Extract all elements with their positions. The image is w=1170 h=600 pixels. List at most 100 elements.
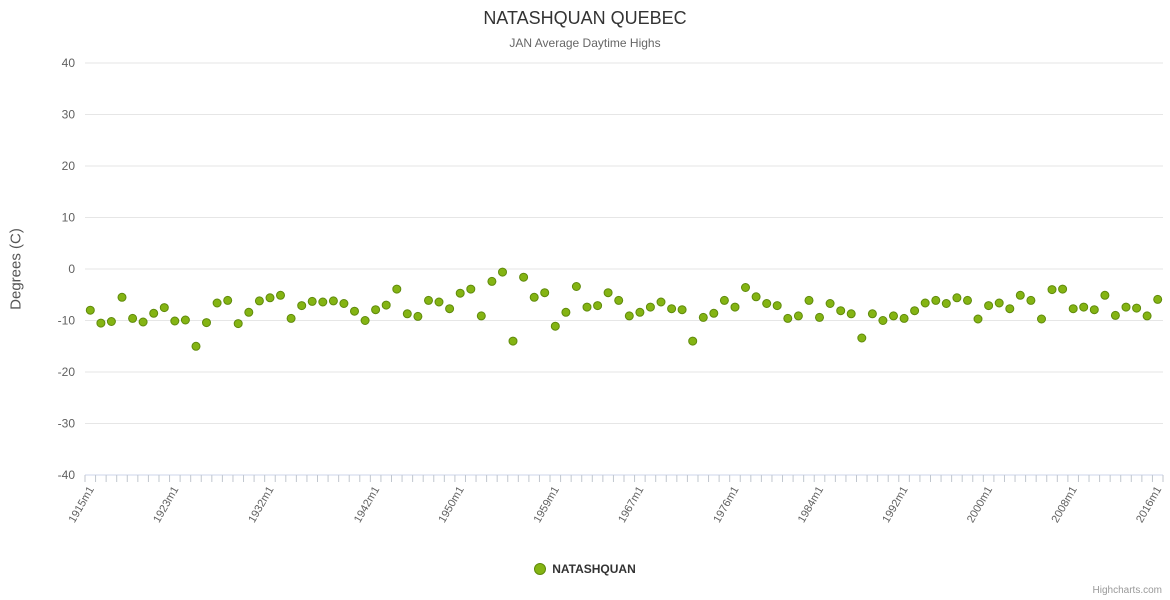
data-point[interactable]: [128, 313, 138, 323]
data-point[interactable]: [1153, 294, 1163, 304]
data-point[interactable]: [783, 313, 793, 323]
data-point[interactable]: [910, 306, 920, 316]
data-point[interactable]: [698, 312, 708, 322]
data-point[interactable]: [424, 295, 433, 305]
data-point[interactable]: [106, 317, 116, 326]
data-point[interactable]: [1068, 304, 1078, 314]
data-point[interactable]: [815, 312, 824, 322]
data-point[interactable]: [371, 305, 381, 315]
data-point[interactable]: [455, 288, 465, 298]
data-point[interactable]: [677, 305, 687, 315]
data-point[interactable]: [614, 295, 624, 305]
data-point[interactable]: [233, 319, 243, 329]
data-point[interactable]: [85, 305, 95, 315]
credits-link[interactable]: Highcharts.com: [1092, 585, 1162, 596]
data-point[interactable]: [973, 314, 983, 324]
data-point[interactable]: [952, 293, 962, 303]
data-point[interactable]: [223, 295, 233, 305]
data-point[interactable]: [846, 309, 856, 319]
data-point[interactable]: [730, 302, 740, 312]
data-point[interactable]: [1047, 285, 1057, 295]
data-point[interactable]: [318, 297, 328, 307]
data-point[interactable]: [624, 311, 634, 321]
data-point[interactable]: [1110, 310, 1120, 320]
data-point[interactable]: [571, 282, 581, 291]
data-point[interactable]: [741, 283, 750, 292]
data-point[interactable]: [963, 295, 972, 305]
data-point[interactable]: [1005, 304, 1015, 314]
data-point[interactable]: [180, 315, 190, 325]
data-point[interactable]: [804, 295, 814, 305]
data-point[interactable]: [191, 341, 201, 351]
data-point[interactable]: [328, 296, 338, 306]
data-point[interactable]: [899, 313, 909, 323]
data-point[interactable]: [550, 321, 560, 331]
data-point[interactable]: [519, 272, 529, 282]
data-point[interactable]: [1026, 295, 1036, 305]
data-point[interactable]: [825, 299, 835, 308]
data-point[interactable]: [867, 309, 877, 319]
data-point[interactable]: [138, 317, 148, 327]
data-point[interactable]: [202, 318, 211, 328]
data-point[interactable]: [540, 288, 550, 298]
data-point[interactable]: [402, 309, 412, 319]
data-point[interactable]: [645, 302, 655, 312]
data-point[interactable]: [445, 304, 455, 314]
data-point[interactable]: [350, 306, 359, 316]
data-point[interactable]: [709, 308, 719, 318]
data-point[interactable]: [381, 300, 391, 310]
data-point[interactable]: [667, 304, 677, 314]
data-point[interactable]: [360, 316, 370, 325]
data-point[interactable]: [931, 295, 941, 305]
data-point[interactable]: [941, 299, 951, 308]
data-point[interactable]: [170, 316, 180, 326]
data-point[interactable]: [254, 296, 264, 306]
data-point[interactable]: [836, 306, 846, 316]
data-point[interactable]: [212, 298, 222, 308]
legend-item-natashquan[interactable]: NATASHQUAN: [0, 562, 1170, 576]
data-point[interactable]: [487, 276, 497, 286]
data-point[interactable]: [159, 303, 169, 313]
data-point[interactable]: [307, 296, 317, 306]
data-point[interactable]: [286, 313, 296, 323]
data-point[interactable]: [603, 288, 613, 298]
data-point[interactable]: [339, 299, 349, 308]
data-point[interactable]: [889, 311, 898, 321]
data-point[interactable]: [1089, 305, 1099, 315]
data-point[interactable]: [265, 293, 275, 303]
data-point[interactable]: [1058, 284, 1068, 294]
data-point[interactable]: [1079, 302, 1089, 312]
data-point[interactable]: [772, 301, 782, 311]
data-point[interactable]: [994, 298, 1004, 308]
data-point[interactable]: [117, 292, 127, 302]
data-point[interactable]: [466, 284, 476, 294]
data-point[interactable]: [276, 290, 285, 300]
data-point[interactable]: [149, 308, 159, 318]
data-point[interactable]: [392, 284, 402, 294]
data-point[interactable]: [762, 299, 772, 308]
data-point[interactable]: [751, 292, 761, 302]
data-point[interactable]: [244, 307, 254, 317]
data-point[interactable]: [508, 336, 518, 346]
data-point[interactable]: [984, 301, 994, 311]
data-point[interactable]: [920, 298, 930, 308]
data-point[interactable]: [1037, 314, 1046, 324]
data-point[interactable]: [434, 297, 444, 307]
data-point[interactable]: [1132, 303, 1142, 313]
data-point[interactable]: [561, 307, 571, 317]
data-point[interactable]: [857, 333, 867, 343]
data-point[interactable]: [719, 295, 729, 305]
data-point[interactable]: [1142, 311, 1152, 321]
data-point[interactable]: [656, 297, 666, 307]
data-point[interactable]: [635, 307, 645, 317]
data-point[interactable]: [297, 301, 307, 311]
data-point[interactable]: [1121, 302, 1131, 312]
data-point[interactable]: [1100, 290, 1110, 300]
data-point[interactable]: [878, 316, 888, 325]
data-point[interactable]: [476, 311, 486, 321]
data-point[interactable]: [1015, 290, 1025, 300]
data-point[interactable]: [793, 311, 803, 321]
data-point[interactable]: [529, 292, 539, 302]
data-point[interactable]: [498, 267, 507, 277]
data-point[interactable]: [593, 301, 603, 311]
